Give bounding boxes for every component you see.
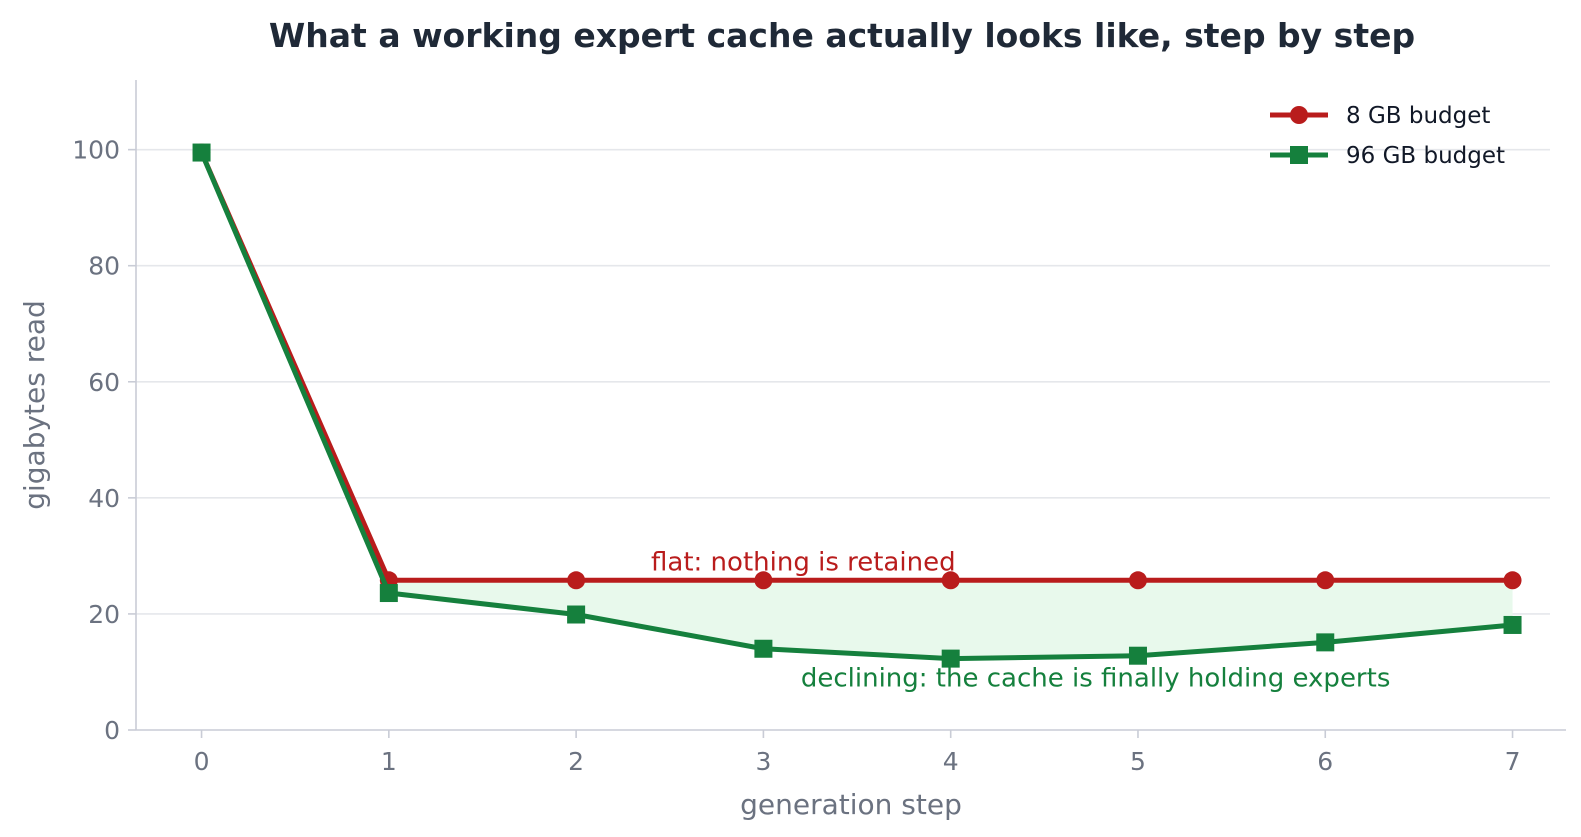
data-point[interactable] bbox=[941, 571, 960, 590]
data-point[interactable] bbox=[754, 639, 773, 658]
data-point[interactable] bbox=[379, 584, 398, 603]
series-line bbox=[199, 151, 1513, 662]
x-tick-label: 2 bbox=[568, 747, 584, 776]
data-point[interactable] bbox=[1128, 646, 1147, 665]
y-tick-label: 60 bbox=[88, 368, 120, 397]
x-tick-label: 6 bbox=[1317, 747, 1333, 776]
series-1 bbox=[192, 143, 1522, 668]
legend-item[interactable]: 96 GB budget bbox=[1270, 143, 1505, 169]
data-point[interactable] bbox=[754, 571, 773, 590]
data-point[interactable] bbox=[1316, 633, 1335, 652]
legend[interactable]: 8 GB budget 96 GB budget bbox=[1270, 103, 1505, 169]
axis-ticks: 0 20 40 60 80 100 0 1 2 3 4 5 6 7 bbox=[72, 136, 1520, 776]
legend-item[interactable]: 8 GB budget bbox=[1270, 103, 1490, 129]
legend-marker bbox=[1290, 146, 1308, 164]
legend-marker bbox=[1290, 106, 1308, 124]
data-point[interactable] bbox=[1503, 571, 1522, 590]
annotations: flat: nothing is retained declining: the … bbox=[651, 547, 1390, 693]
fill-region bbox=[388, 580, 1513, 659]
data-point[interactable] bbox=[941, 649, 960, 668]
series-line bbox=[199, 151, 1513, 583]
legend-label: 96 GB budget bbox=[1346, 143, 1505, 169]
data-point[interactable] bbox=[567, 605, 586, 624]
series-0 bbox=[192, 143, 1522, 590]
data-point[interactable] bbox=[192, 143, 211, 162]
x-tick-label: 1 bbox=[381, 747, 397, 776]
data-point[interactable] bbox=[1128, 571, 1147, 590]
x-tick-label: 0 bbox=[194, 747, 210, 776]
y-tick-label: 20 bbox=[88, 600, 120, 629]
annotation: declining: the cache is finally holding … bbox=[801, 663, 1391, 693]
y-tick-label: 40 bbox=[88, 484, 120, 513]
data-point[interactable] bbox=[567, 571, 586, 590]
x-tick-label: 4 bbox=[943, 747, 959, 776]
annotation: flat: nothing is retained bbox=[651, 547, 956, 577]
chart-title: What a working expert cache actually loo… bbox=[269, 16, 1415, 55]
y-tick-label: 100 bbox=[72, 136, 120, 165]
x-tick-label: 3 bbox=[755, 747, 771, 776]
legend-label: 8 GB budget bbox=[1346, 103, 1490, 129]
gridlines bbox=[136, 148, 1550, 615]
x-tick-label: 5 bbox=[1130, 747, 1146, 776]
data-point[interactable] bbox=[1503, 615, 1522, 634]
fill-between-area bbox=[388, 580, 1513, 659]
y-tick-label: 80 bbox=[88, 252, 120, 281]
y-axis-label: gigabytes read bbox=[18, 300, 51, 510]
data-point[interactable] bbox=[1316, 571, 1335, 590]
y-tick-label: 0 bbox=[104, 716, 120, 745]
x-axis-label: generation step bbox=[740, 788, 962, 821]
series bbox=[192, 143, 1522, 668]
x-tick-label: 7 bbox=[1505, 747, 1521, 776]
